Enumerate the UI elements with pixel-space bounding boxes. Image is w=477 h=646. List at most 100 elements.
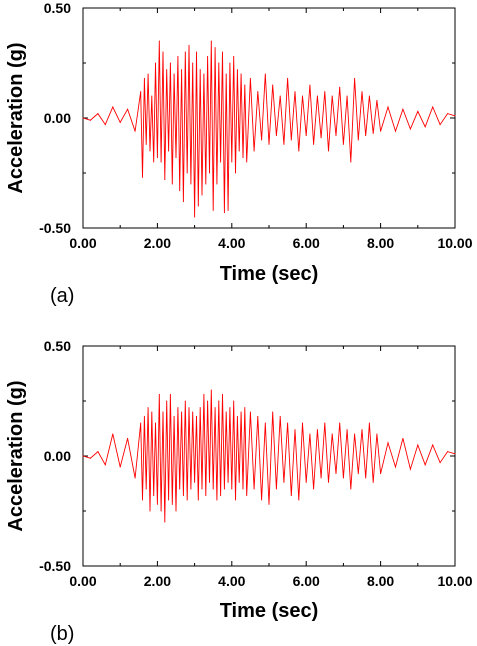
data-point xyxy=(82,117,84,119)
data-point xyxy=(182,201,184,203)
data-point xyxy=(365,135,367,137)
data-point xyxy=(354,433,356,435)
x-tick-label: 8.00 xyxy=(367,235,394,251)
x-tick-label: 6.00 xyxy=(293,235,320,251)
data-point xyxy=(242,488,244,490)
data-point xyxy=(190,488,192,490)
data-point xyxy=(143,415,145,417)
data-point xyxy=(210,40,212,42)
plot-frame xyxy=(82,7,456,229)
data-point xyxy=(182,495,184,497)
chart-panel-b: 0.00 2.00 4.00 6.00 8.00 10.000.500.00-0.50Ti… xyxy=(5,338,473,645)
data-point xyxy=(302,95,303,97)
data-point xyxy=(361,429,363,431)
plot-frame xyxy=(82,345,456,567)
x-tick-label: 4.00 xyxy=(218,235,245,251)
data-point xyxy=(127,437,129,439)
data-point xyxy=(97,451,99,453)
data-point xyxy=(275,488,277,490)
data-point xyxy=(275,135,277,137)
data-point xyxy=(214,47,216,49)
data-point xyxy=(298,150,300,152)
data-point xyxy=(380,473,382,475)
data-point xyxy=(209,481,210,483)
data-point xyxy=(309,433,311,435)
data-point xyxy=(145,143,147,145)
data-point xyxy=(201,194,203,196)
data-point xyxy=(222,51,223,53)
x-axis-label: Time (sec) xyxy=(220,263,319,285)
data-point xyxy=(313,488,315,490)
data-point xyxy=(342,477,344,479)
data-point xyxy=(158,40,160,42)
data-point xyxy=(184,51,186,53)
data-point xyxy=(207,55,209,57)
y-tick-label: 0.00 xyxy=(44,448,71,464)
x-tick-label: 6.00 xyxy=(293,573,320,589)
data-point xyxy=(201,488,203,490)
data-point xyxy=(134,130,136,132)
data-point xyxy=(203,73,205,75)
data-point xyxy=(168,150,170,152)
data-point xyxy=(227,481,229,483)
y-tick-label: 0.50 xyxy=(44,338,71,354)
data-point xyxy=(402,108,404,110)
data-point xyxy=(331,95,333,97)
data-point xyxy=(253,488,255,490)
data-point xyxy=(166,400,168,402)
data-point xyxy=(279,95,281,97)
data-point xyxy=(153,161,155,163)
data-point xyxy=(361,91,363,93)
data-point xyxy=(188,44,190,46)
data-point xyxy=(197,499,199,501)
data-point xyxy=(357,139,359,141)
data-point xyxy=(439,124,441,126)
x-tick-label: 0.00 xyxy=(69,235,96,251)
data-point xyxy=(142,499,143,501)
data-point xyxy=(238,481,240,483)
data-point xyxy=(268,143,270,145)
data-point xyxy=(177,55,179,57)
data-point xyxy=(119,466,121,468)
panel-label: (b) xyxy=(50,623,74,645)
data-point xyxy=(220,161,222,163)
data-point xyxy=(218,62,220,64)
data-point xyxy=(236,69,238,71)
data-point xyxy=(365,477,367,479)
data-point xyxy=(173,73,175,75)
data-point xyxy=(231,161,233,163)
data-point xyxy=(253,150,255,152)
data-point xyxy=(216,499,218,501)
data-point xyxy=(162,411,164,413)
data-point xyxy=(214,407,216,409)
y-axis-label: Acceleration (g) xyxy=(5,380,27,531)
data-point xyxy=(246,495,248,497)
data-point xyxy=(350,488,352,490)
data-point xyxy=(380,130,382,132)
data-point xyxy=(171,503,173,505)
data-point xyxy=(235,172,236,174)
data-point xyxy=(346,429,348,431)
data-point xyxy=(302,422,303,424)
data-point xyxy=(89,119,91,121)
data-point xyxy=(372,481,374,483)
data-point xyxy=(257,91,259,93)
data-point xyxy=(156,157,158,159)
data-point xyxy=(272,411,274,413)
data-point xyxy=(328,150,329,152)
data-point xyxy=(164,179,166,181)
data-point xyxy=(192,411,194,413)
data-point xyxy=(205,495,207,497)
data-point xyxy=(290,495,292,497)
data-point xyxy=(199,69,201,71)
data-point xyxy=(242,157,244,159)
data-point xyxy=(104,464,106,466)
data-point xyxy=(222,393,223,395)
data-point xyxy=(229,407,231,409)
data-point xyxy=(82,455,84,457)
data-point xyxy=(197,205,199,207)
data-point xyxy=(261,499,263,501)
data-point xyxy=(305,135,307,137)
data-point xyxy=(147,73,149,75)
data-point xyxy=(324,422,326,424)
